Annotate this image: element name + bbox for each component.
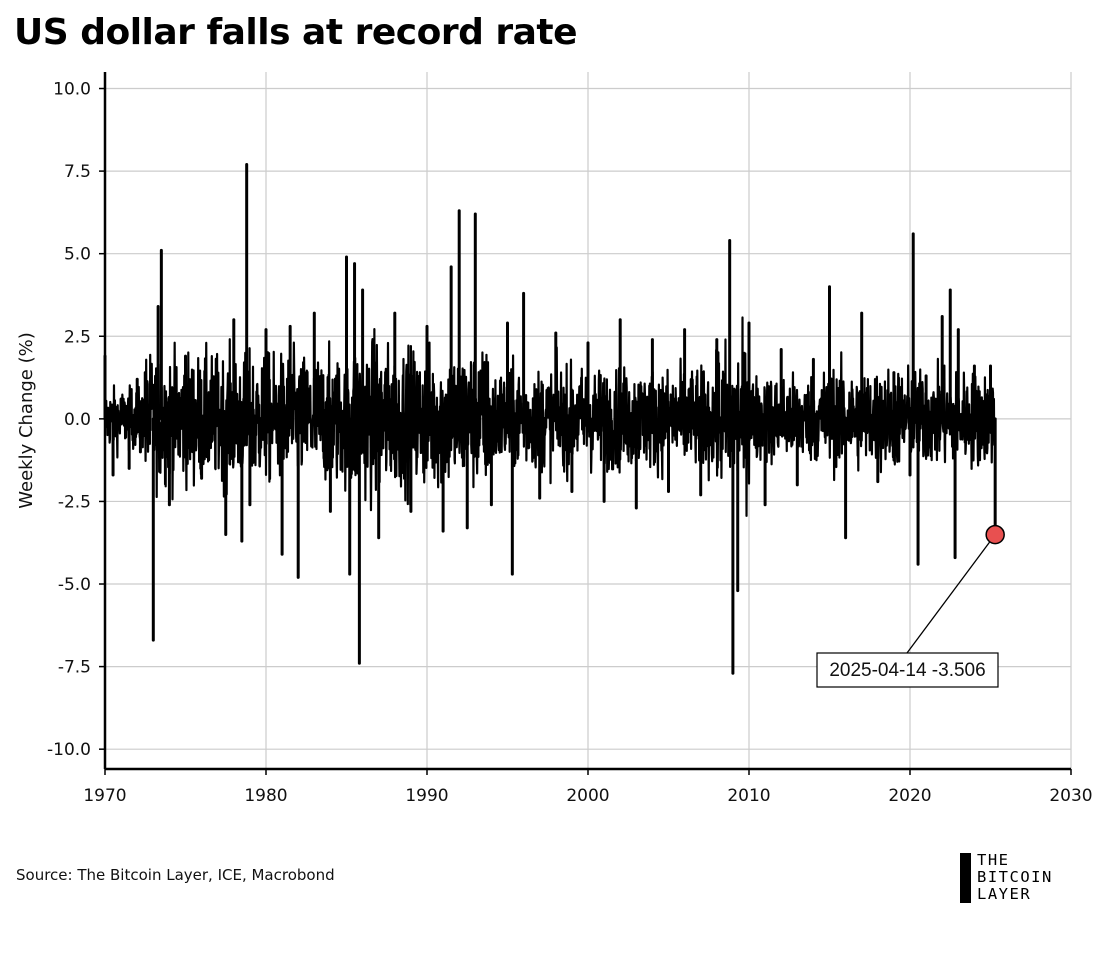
logo-bar bbox=[960, 853, 971, 903]
x-tick-label: 1990 bbox=[405, 786, 448, 806]
x-tick-label: 2000 bbox=[566, 786, 609, 806]
x-tick-label: 1970 bbox=[83, 786, 126, 806]
y-tick-label: 7.5 bbox=[64, 162, 91, 182]
annotation-marker bbox=[985, 524, 1005, 545]
y-axis-title: Weekly Change (%) bbox=[16, 332, 37, 508]
y-tick-label: 2.5 bbox=[64, 327, 91, 347]
x-tick-label: 1980 bbox=[244, 786, 287, 806]
y-tick-label: 0.0 bbox=[64, 410, 91, 430]
x-tick-label: 2010 bbox=[727, 786, 770, 806]
annotation-layer: 2025-04-14 -3.506 bbox=[816, 524, 1005, 688]
chart-title: US dollar falls at record rate bbox=[14, 12, 578, 53]
y-tick-label: -10.0 bbox=[47, 740, 91, 760]
logo-line-3: LAYER bbox=[977, 885, 1032, 903]
annotation-leader bbox=[906, 534, 996, 654]
y-tick-label: 5.0 bbox=[64, 245, 91, 265]
y-tick-label: -7.5 bbox=[58, 658, 91, 678]
y-tick-label: 10.0 bbox=[53, 80, 91, 100]
x-tick-label: 2030 bbox=[1049, 786, 1092, 806]
series-layer bbox=[103, 162, 997, 675]
annotation-box bbox=[816, 652, 999, 688]
logo-line-2: BITCOIN bbox=[977, 868, 1053, 886]
bitcoin-layer-logo: THE BITCOIN LAYER bbox=[960, 852, 1090, 904]
y-tick-label: -5.0 bbox=[58, 575, 91, 595]
logo-line-1: THE bbox=[977, 851, 1010, 869]
axis-layer: 1970 1980 1990 2000 2010 2020 2030 10.0 7.5 5.0 2.… bbox=[16, 72, 1093, 806]
annotation-label: 2025-04-14 -3.506 bbox=[829, 660, 985, 681]
y-tick-label: -2.5 bbox=[58, 492, 91, 512]
x-tick-label: 2020 bbox=[888, 786, 931, 806]
source-note: Source: The Bitcoin Layer, ICE, Macrobon… bbox=[16, 866, 335, 884]
